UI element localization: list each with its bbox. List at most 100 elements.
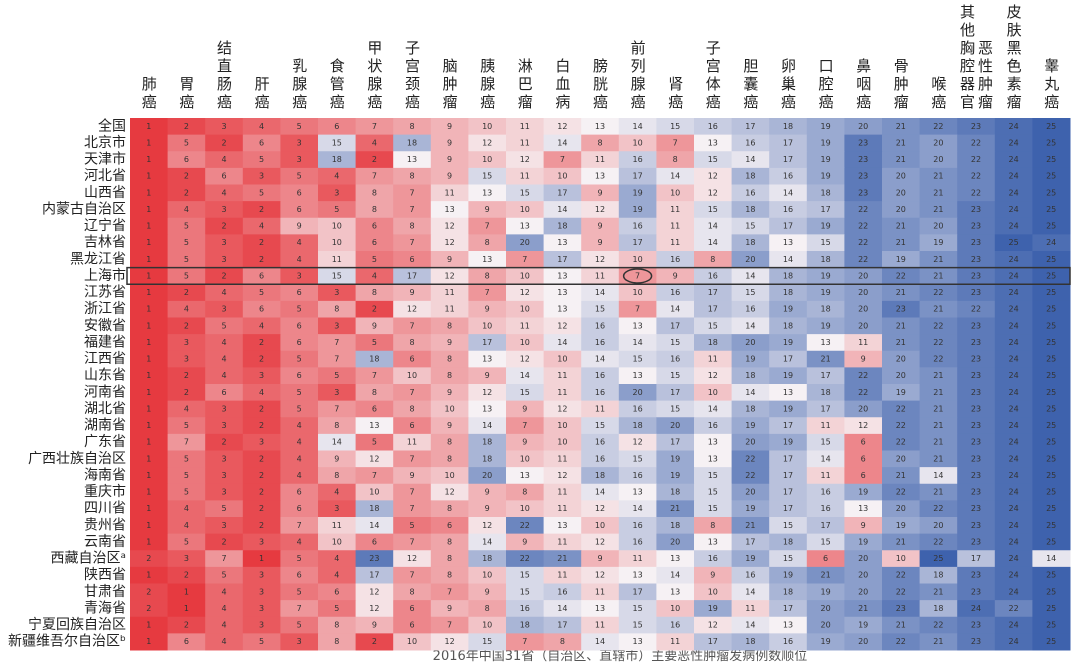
heat-cell [543,550,582,568]
cell-label: 1 [146,438,151,447]
cell-label: 12 [557,404,567,413]
cell-label: 1 [146,404,151,413]
heat-cell [205,517,244,535]
heat-cell [280,367,319,385]
cell-label: 14 [708,404,718,413]
cell-label: 20 [858,271,868,280]
cell-label: 21 [896,138,906,147]
heat-cell [130,400,169,418]
cell-label: 5 [297,404,302,413]
heat-cell [280,350,319,368]
heat-cell [430,633,469,651]
cell-label: 9 [447,388,452,397]
heat-cell [806,217,845,235]
heat-cell [167,566,206,584]
cell-label: 10 [557,438,567,447]
cell-label: 25 [1046,222,1056,231]
cell-label: 18 [670,488,680,497]
cell-label: 4 [259,122,264,131]
cell-label: 25 [1046,504,1056,513]
heat-cell [468,517,507,535]
cell-label: 17 [407,271,417,280]
heat-cell [581,167,620,185]
heat-cell [167,517,206,535]
heat-cell [919,550,958,568]
cell-label: 9 [485,488,490,497]
heat-cell [1032,201,1071,219]
heat-cell [806,517,845,535]
heat-cell [430,350,469,368]
heat-cell [618,550,657,568]
heat-cell [844,517,883,535]
cell-label: 3 [297,637,302,646]
heat-cell [882,118,921,136]
cell-label: 10 [708,388,718,397]
heat-cell [731,616,770,634]
heat-cell [318,550,357,568]
heat-cell [882,350,921,368]
cell-label: 7 [560,155,565,164]
heat-cell [430,417,469,435]
cell-label: 17 [821,205,831,214]
heat-cell [468,583,507,601]
heat-cell [543,633,582,651]
cell-label: 12 [595,205,605,214]
heat-cell [430,500,469,518]
heat-cell [957,550,996,568]
heat-cell [393,334,432,352]
cell-label: 15 [783,554,793,563]
cell-label: 5 [184,222,189,231]
cell-label: 2 [259,504,264,513]
heat-cell [468,167,507,185]
cell-label: 9 [597,222,602,231]
cell-label: 1 [146,338,151,347]
heat-cell [130,251,169,269]
heat-cell [468,550,507,568]
heat-cell [506,417,545,435]
heat-cell [205,384,244,402]
heat-cell [581,118,620,136]
cell-label: 9 [485,305,490,314]
cell-label: 19 [896,521,906,530]
heat-cell [882,616,921,634]
heat-cell [130,234,169,252]
cell-label: 2 [259,471,264,480]
heat-cell [844,433,883,451]
heat-cell [919,384,958,402]
heat-cell [167,334,206,352]
cell-label: 20 [858,305,868,314]
cell-label: 7 [409,537,414,546]
cell-label: 21 [670,504,680,513]
cell-label: 7 [635,305,640,314]
heat-cell [430,334,469,352]
cell-label: 19 [858,537,868,546]
cell-label: 1 [184,587,189,596]
cell-label: 23 [971,421,981,430]
cell-label: 17 [971,554,981,563]
cell-label: 14 [670,172,680,181]
heat-cell [994,367,1033,385]
heat-cell [731,134,770,152]
heat-cell [1032,334,1071,352]
cell-label: 12 [482,388,492,397]
heat-cell [731,417,770,435]
heat-cell [994,118,1033,136]
heat-cell [957,367,996,385]
cell-label: 10 [520,454,530,463]
cell-label: 12 [445,271,455,280]
heat-cell [581,633,620,651]
heat-cell [806,384,845,402]
heat-cell [393,300,432,318]
heat-cell [280,483,319,501]
heat-cell [844,234,883,252]
cell-label: 12 [858,421,868,430]
heat-cell [769,467,808,485]
cell-label: 17 [708,637,718,646]
cell-label: 18 [933,604,943,613]
heat-cell [1032,184,1071,202]
heat-cell [468,217,507,235]
cell-label: 7 [334,355,339,364]
heat-cell [1032,450,1071,468]
heat-cell [581,134,620,152]
heat-cell [618,467,657,485]
